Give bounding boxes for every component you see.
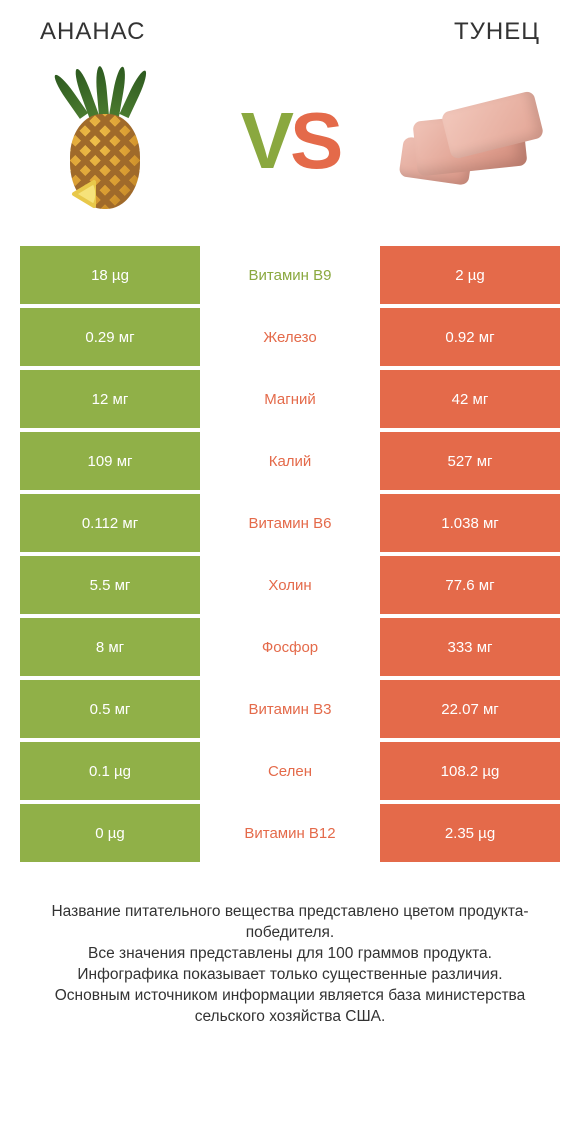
vs-s: S	[290, 101, 339, 181]
table-row: 12 мгМагний42 мг	[20, 370, 560, 428]
footer-line: Все значения представлены для 100 граммо…	[24, 944, 556, 965]
value-right: 108.2 µg	[380, 742, 560, 800]
hero: VS	[0, 46, 580, 246]
table-row: 0.29 мгЖелезо0.92 мг	[20, 308, 560, 366]
footer-line: Основным источником информации является …	[24, 986, 556, 1028]
value-right: 2.35 µg	[380, 804, 560, 862]
value-left: 0.5 мг	[20, 680, 200, 738]
value-left: 0.1 µg	[20, 742, 200, 800]
table-row: 0.1 µgСелен108.2 µg	[20, 742, 560, 800]
table-row: 0.5 мгВитамин B322.07 мг	[20, 680, 560, 738]
table-row: 0 µgВитамин B122.35 µg	[20, 804, 560, 862]
nutrient-label: Витамин B9	[200, 246, 380, 304]
value-right: 333 мг	[380, 618, 560, 676]
vs-v: V	[241, 101, 290, 181]
value-right: 22.07 мг	[380, 680, 560, 738]
value-left: 12 мг	[20, 370, 200, 428]
value-left: 8 мг	[20, 618, 200, 676]
nutrient-label: Холин	[200, 556, 380, 614]
value-right: 77.6 мг	[380, 556, 560, 614]
tuna-image	[390, 56, 560, 226]
pineapple-image	[20, 56, 190, 226]
value-left: 0.112 мг	[20, 494, 200, 552]
nutrient-label: Витамин B3	[200, 680, 380, 738]
footer-notes: Название питательного вещества представл…	[0, 866, 580, 1028]
footer-line: Название питательного вещества представл…	[24, 902, 556, 944]
vs-label: VS	[241, 101, 340, 181]
nutrient-label: Селен	[200, 742, 380, 800]
value-right: 527 мг	[380, 432, 560, 490]
nutrient-table: 18 µgВитамин B92 µg0.29 мгЖелезо0.92 мг1…	[0, 246, 580, 862]
title-left: АНАНАС	[40, 18, 146, 46]
value-right: 2 µg	[380, 246, 560, 304]
nutrient-label: Калий	[200, 432, 380, 490]
value-left: 5.5 мг	[20, 556, 200, 614]
nutrient-label: Железо	[200, 308, 380, 366]
value-left: 0.29 мг	[20, 308, 200, 366]
value-right: 42 мг	[380, 370, 560, 428]
footer-line: Инфографика показывает только существенн…	[24, 965, 556, 986]
table-row: 0.112 мгВитамин B61.038 мг	[20, 494, 560, 552]
table-row: 109 мгКалий527 мг	[20, 432, 560, 490]
nutrient-label: Витамин B6	[200, 494, 380, 552]
value-right: 1.038 мг	[380, 494, 560, 552]
value-left: 18 µg	[20, 246, 200, 304]
value-right: 0.92 мг	[380, 308, 560, 366]
value-left: 109 мг	[20, 432, 200, 490]
header: АНАНАС ТУНЕЦ	[0, 0, 580, 46]
value-left: 0 µg	[20, 804, 200, 862]
table-row: 8 мгФосфор333 мг	[20, 618, 560, 676]
table-row: 5.5 мгХолин77.6 мг	[20, 556, 560, 614]
nutrient-label: Витамин B12	[200, 804, 380, 862]
table-row: 18 µgВитамин B92 µg	[20, 246, 560, 304]
nutrient-label: Магний	[200, 370, 380, 428]
title-right: ТУНЕЦ	[454, 18, 540, 46]
nutrient-label: Фосфор	[200, 618, 380, 676]
